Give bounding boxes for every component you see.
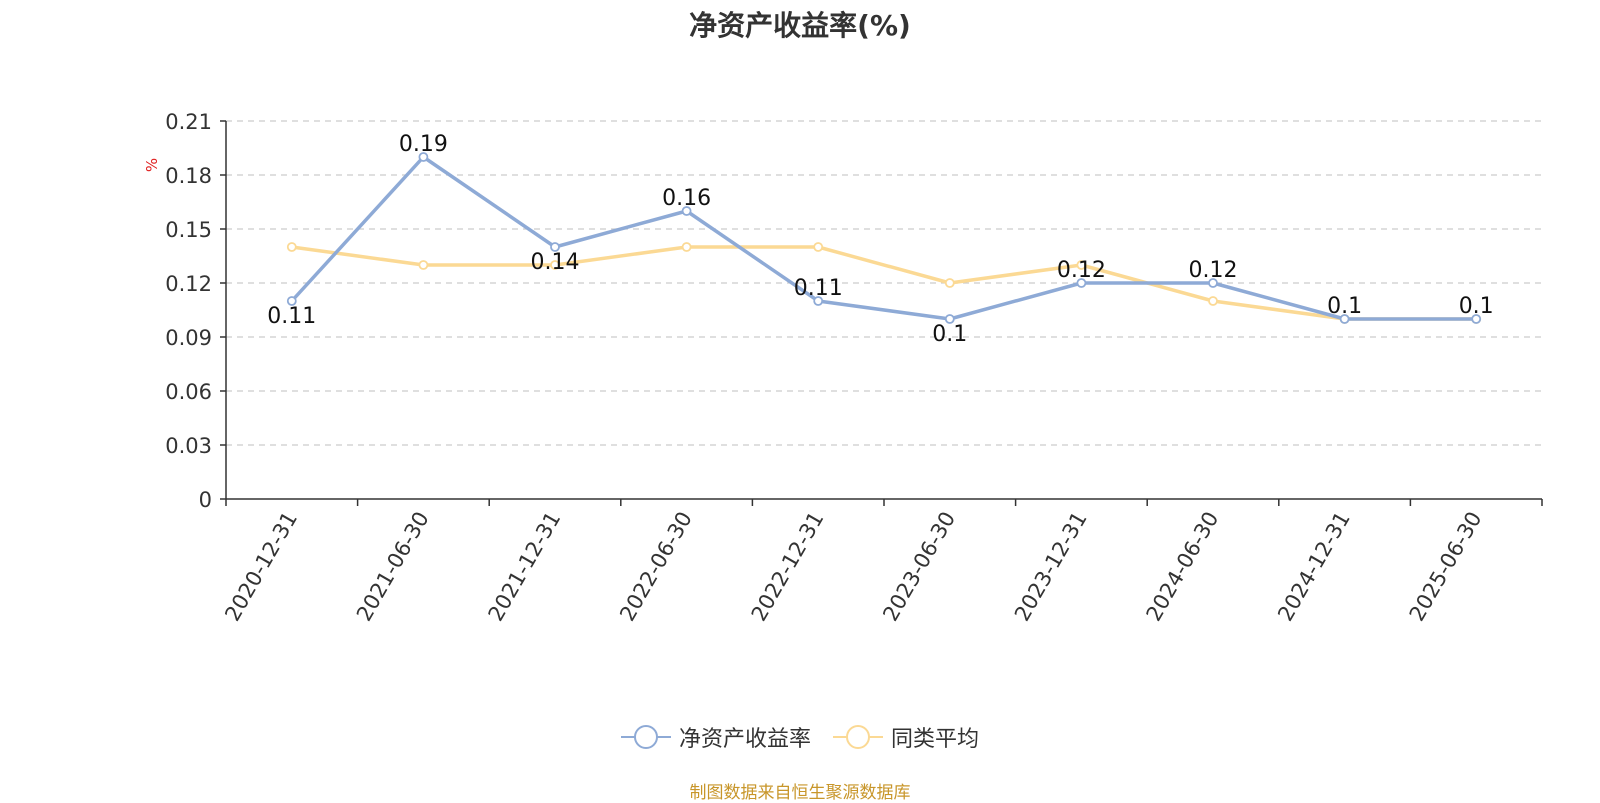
- data-point: [418, 152, 429, 162]
- data-point: [550, 242, 560, 252]
- data-point: [1076, 278, 1087, 288]
- y-tick-label: 0.15: [165, 218, 212, 242]
- data-label: 0.14: [531, 250, 580, 275]
- y-tick-label: 0.12: [165, 272, 212, 296]
- x-tick-label: 2022-06-30: [615, 508, 697, 626]
- y-tick-label: 0.21: [165, 110, 212, 134]
- legend-label: 同类平均: [891, 727, 980, 752]
- data-point: [813, 242, 824, 252]
- data-label: 0.12: [1057, 258, 1106, 283]
- x-tick-label: 2025-06-30: [1405, 508, 1487, 626]
- data-label: 0.12: [1189, 258, 1238, 283]
- data-label: 0.1: [1327, 294, 1362, 319]
- y-tick-label: 0.06: [165, 380, 212, 404]
- data-point: [1208, 296, 1218, 306]
- y-tick-label: 0.03: [165, 434, 212, 458]
- data-label: 0.16: [662, 186, 711, 211]
- axes: 0 0.03 0.06 0.09 0.12 0.15 0.18 0.21% 2020-12-31…: [143, 110, 1543, 626]
- x-tick-label: 2020-12-31: [220, 508, 302, 626]
- x-tick-label: 2023-12-31: [1010, 508, 1092, 626]
- data-label: 0.19: [399, 132, 448, 157]
- grid-lines: [226, 120, 1542, 446]
- source-note: 制图数据来自恒生聚源数据库: [689, 783, 911, 803]
- y-tick-label: 0.18: [165, 164, 212, 188]
- series-line: [291, 245, 1477, 321]
- x-tick-label: 2024-06-30: [1142, 508, 1224, 626]
- data-point: [286, 296, 297, 306]
- data-point: [1471, 314, 1482, 324]
- data-point: [681, 206, 692, 216]
- legend-item[interactable]: 净资产收益率: [620, 721, 811, 753]
- y-tick-label: 0.09: [165, 326, 212, 350]
- data-point: [418, 260, 429, 270]
- y-tick-label: 0: [199, 488, 212, 512]
- x-tick-label: 2024-12-31: [1273, 508, 1355, 626]
- x-tick-label: 2021-06-30: [352, 508, 434, 626]
- legend-label: 净资产收益率: [678, 727, 811, 752]
- data-point: [944, 278, 955, 288]
- data-point: [1339, 314, 1350, 324]
- legend: 净资产收益率 同类平均: [0, 722, 1600, 752]
- x-tick-label: 2021-12-31: [484, 508, 566, 626]
- data-point: [681, 242, 692, 252]
- series-line: [290, 155, 1477, 321]
- y-axis-unit-label: %: [143, 158, 161, 172]
- data-labels: 0.11 0.19 0.14 0.16 0.11 0.1 0.12 0.12 0.1 0.1: [267, 132, 1493, 347]
- data-label: 0.11: [794, 276, 843, 301]
- series-lines: [286, 152, 1482, 324]
- data-point: [286, 242, 297, 252]
- x-tick-label: 2023-06-30: [878, 508, 960, 626]
- data-point: [944, 314, 955, 324]
- data-point: [813, 296, 824, 306]
- data-label: 0.1: [932, 322, 967, 347]
- data-point: [550, 260, 560, 270]
- legend-item[interactable]: 同类平均: [833, 721, 979, 753]
- chart-title: 净资产收益率(%): [689, 9, 911, 42]
- data-label: 0.11: [267, 304, 316, 329]
- data-point: [1076, 260, 1087, 270]
- legend-line-marker-icon: [620, 725, 671, 749]
- legend-line-marker-icon: [833, 725, 883, 749]
- data-point: [1208, 278, 1218, 288]
- x-tick-label: 2022-12-31: [747, 508, 829, 626]
- data-label: 0.1: [1459, 294, 1494, 319]
